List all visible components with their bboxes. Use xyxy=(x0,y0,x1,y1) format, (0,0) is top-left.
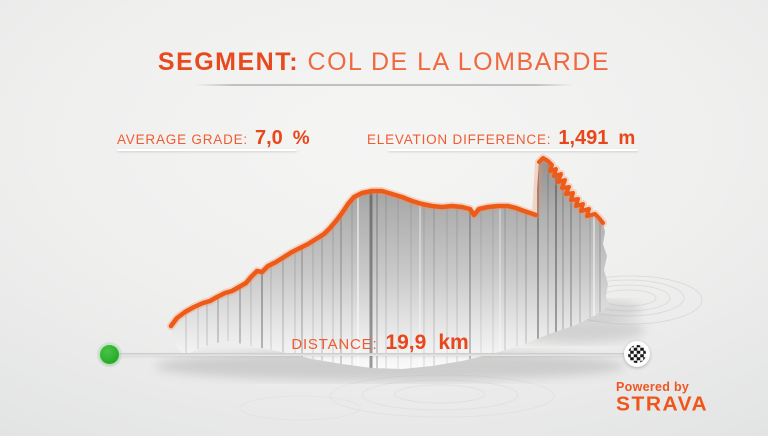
strava-logo: STRAVA xyxy=(616,393,709,416)
distance-stat: DISTANCE: 19,9 km xyxy=(291,331,468,355)
segment-label: SEGMENT xyxy=(157,48,290,76)
average-grade-value: 7,0 xyxy=(254,127,283,149)
powered-by-label: Powered by xyxy=(616,380,690,394)
start-marker-icon xyxy=(100,345,119,364)
checkered-pattern xyxy=(628,345,646,363)
segment-name: COL DE LA LOMBARDE xyxy=(307,48,611,76)
title-underline xyxy=(195,84,573,86)
progress-track xyxy=(110,353,638,356)
page-title: SEGMENT: COL DE LA LOMBARDE xyxy=(0,48,768,77)
elevation-difference-underline xyxy=(388,149,638,151)
average-grade-underline xyxy=(117,149,297,151)
elevation-difference-label: ELEVATION DIFFERENCE: xyxy=(367,132,552,147)
elevation-difference-value: 1,491 xyxy=(558,127,609,149)
elevation-difference-unit: m xyxy=(618,128,636,149)
distance-label: DISTANCE: xyxy=(291,336,378,353)
route-ridge-line xyxy=(168,188,539,329)
elevation-difference-stat: ELEVATION DIFFERENCE: 1,491 m xyxy=(367,127,635,150)
route-ridge-glow xyxy=(167,154,607,330)
distance-unit: km xyxy=(438,331,469,354)
route-ridge-summit-line xyxy=(537,156,605,225)
segment-separator: : xyxy=(289,48,308,76)
strava-branding: Powered by STRAVA xyxy=(616,380,709,416)
finish-flag-icon xyxy=(624,341,650,367)
average-grade-label: AVERAGE GRADE: xyxy=(117,132,248,147)
average-grade-stat: AVERAGE GRADE: 7,0 % xyxy=(117,127,310,150)
distance-value: 19,9 xyxy=(385,331,427,354)
average-grade-unit: % xyxy=(292,128,310,149)
